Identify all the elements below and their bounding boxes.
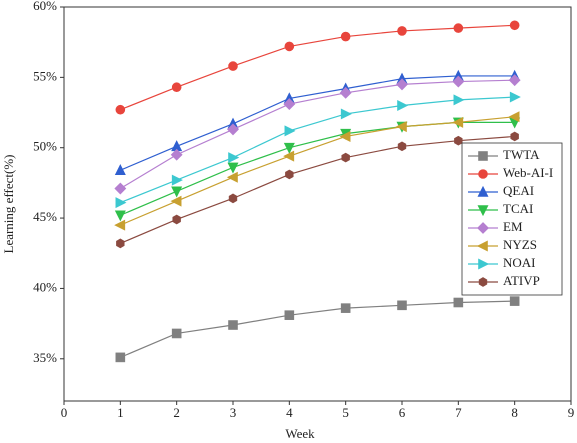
- marker: [340, 108, 352, 120]
- marker: [453, 297, 464, 308]
- marker: [340, 31, 351, 42]
- marker: [397, 100, 409, 111]
- x-tick-label: 3: [230, 405, 237, 420]
- y-tick-label: 40%: [33, 279, 57, 294]
- marker: [395, 121, 407, 133]
- marker: [339, 86, 352, 99]
- y-tick-label: 60%: [33, 0, 57, 13]
- marker: [508, 111, 520, 123]
- marker: [396, 78, 408, 91]
- marker: [397, 26, 407, 36]
- series-line: [120, 75, 515, 171]
- series-line: [120, 300, 515, 358]
- marker: [476, 240, 488, 252]
- series-line: [120, 116, 515, 226]
- marker: [453, 23, 464, 33]
- marker: [285, 169, 294, 180]
- marker: [114, 164, 126, 176]
- x-tick-label: 9: [568, 405, 575, 420]
- y-axis-label: Learning effect(%): [1, 154, 16, 253]
- plot-frame: [63, 6, 572, 402]
- legend-label: ATIVP: [503, 273, 540, 288]
- marker: [284, 41, 295, 52]
- x-tick-label: 4: [286, 405, 293, 420]
- legend-label: Web-AI-I: [503, 165, 553, 180]
- x-tick-label: 2: [173, 405, 180, 420]
- marker: [283, 142, 295, 154]
- marker: [115, 352, 126, 363]
- x-tick-label: 1: [117, 405, 124, 420]
- legend-label: NOAI: [503, 255, 536, 270]
- marker: [284, 125, 296, 137]
- marker: [477, 205, 489, 217]
- marker: [227, 123, 239, 136]
- legend-label: EM: [503, 219, 523, 234]
- marker: [115, 104, 126, 115]
- marker: [509, 20, 520, 31]
- marker: [454, 135, 463, 146]
- legend-label: TCAI: [503, 201, 533, 216]
- marker: [340, 303, 351, 313]
- marker: [283, 98, 296, 111]
- marker: [397, 141, 407, 152]
- marker: [171, 186, 183, 198]
- marker: [228, 320, 238, 330]
- series-line: [120, 135, 515, 244]
- marker: [341, 152, 350, 163]
- y-tick-label: 45%: [33, 209, 57, 224]
- marker: [452, 75, 465, 88]
- marker: [283, 150, 295, 162]
- series-line: [120, 79, 515, 190]
- marker: [170, 148, 183, 161]
- series-line: [120, 96, 515, 204]
- marker: [114, 210, 126, 222]
- marker: [171, 174, 183, 186]
- x-tick-label: 5: [342, 405, 349, 420]
- marker: [284, 310, 295, 320]
- marker: [478, 169, 488, 179]
- series-line: [120, 24, 515, 111]
- marker: [508, 74, 521, 87]
- marker: [452, 116, 464, 128]
- marker: [226, 171, 238, 183]
- marker: [478, 277, 488, 287]
- marker: [453, 94, 465, 106]
- y-tick-label: 55%: [33, 68, 57, 83]
- marker: [510, 131, 519, 142]
- marker: [114, 182, 127, 195]
- marker: [228, 61, 238, 71]
- marker: [114, 219, 126, 231]
- x-tick-label: 8: [511, 405, 518, 420]
- y-tick-label: 35%: [33, 350, 57, 365]
- legend-label: TWTA: [503, 147, 540, 162]
- marker: [227, 162, 239, 174]
- marker: [478, 258, 490, 270]
- marker: [171, 82, 182, 93]
- marker: [397, 300, 407, 311]
- x-tick-label: 7: [455, 405, 462, 420]
- x-tick-label: 6: [399, 405, 406, 420]
- marker: [477, 185, 489, 197]
- marker: [170, 195, 182, 207]
- marker: [171, 328, 182, 339]
- legend-label: QEAI: [503, 183, 534, 198]
- marker: [228, 193, 238, 204]
- marker: [116, 238, 125, 249]
- marker: [477, 222, 489, 234]
- x-tick-label: 0: [61, 405, 68, 420]
- legend-label: NYZS: [503, 237, 537, 252]
- marker: [509, 91, 521, 103]
- x-axis-label: Week: [285, 426, 315, 441]
- y-tick-label: 50%: [33, 139, 57, 154]
- marker: [509, 296, 520, 306]
- marker: [478, 151, 488, 161]
- legend-box: [461, 142, 563, 296]
- marker: [115, 197, 127, 209]
- marker: [339, 130, 351, 142]
- marker: [228, 152, 240, 164]
- marker: [172, 214, 181, 225]
